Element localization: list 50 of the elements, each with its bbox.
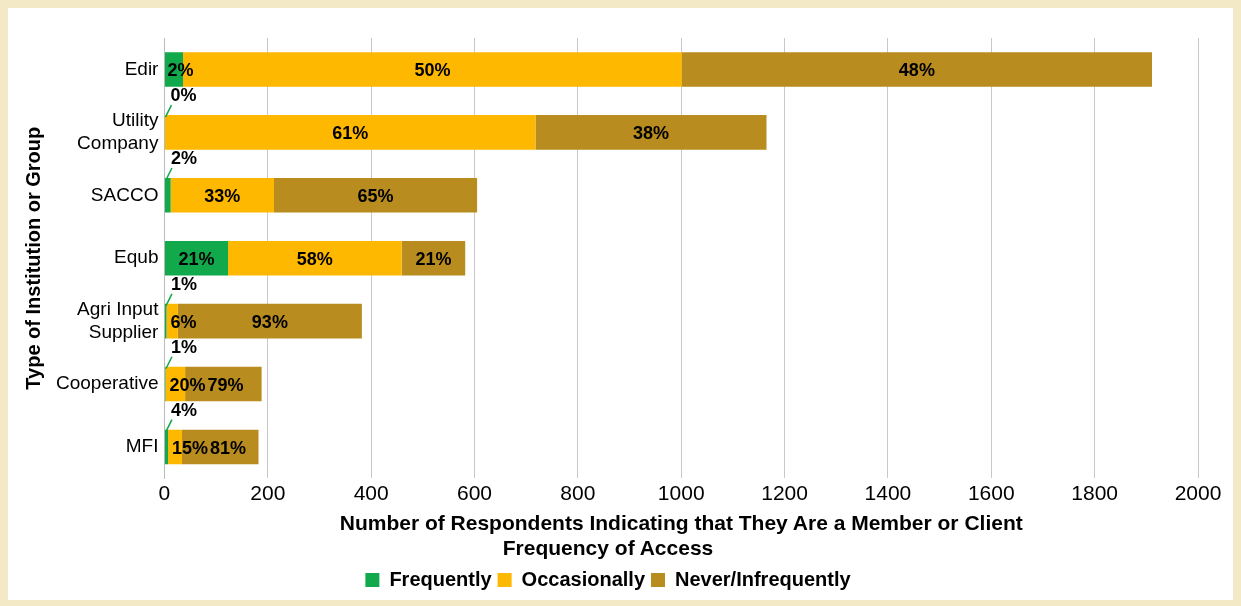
x-tick-label: 1000 — [657, 480, 705, 504]
annotation: 79% — [207, 375, 244, 395]
annotation: 4% — [170, 399, 197, 420]
annotation: 81% — [210, 437, 247, 458]
bar — [170, 177, 275, 213]
annotation: 0% — [170, 85, 197, 106]
bar — [535, 115, 767, 150]
annotation: 33% — [204, 186, 241, 207]
x-axis-title: Number of Respondents Indicating that They Are a Member or Client — [339, 511, 1023, 534]
annotation: 15% — [172, 437, 209, 458]
x-tick-label: 800 — [560, 480, 596, 504]
annotation: 58% — [296, 249, 333, 270]
y-axis-title: Type of Institution or Group — [21, 126, 44, 390]
bar — [681, 52, 1153, 87]
legend-label: Frequently — [389, 567, 493, 590]
x-tick-label: 600 — [456, 480, 493, 504]
x-tick-label: 1200 — [761, 480, 808, 504]
y-tick-label: Edir — [124, 57, 160, 79]
annotation: 61% — [332, 123, 369, 144]
x-tick-label: 1800 — [1071, 480, 1118, 504]
y-tick-label: Utility Company — [77, 109, 159, 154]
legend-title: Frequency of Access — [502, 536, 714, 560]
y-tick-label: Equb — [114, 246, 159, 268]
legend-label: Occasionally — [521, 567, 646, 590]
bar — [274, 177, 478, 213]
annotation: 21% — [415, 249, 452, 270]
annotation: 38% — [632, 123, 670, 144]
x-tick-label: 0 — [158, 480, 171, 504]
annotation: 65% — [357, 186, 394, 207]
annotation: 93% — [251, 312, 288, 333]
annotation: 6% — [170, 312, 197, 333]
y-tick-label: SACCO — [90, 183, 159, 205]
annotation: 21% — [178, 249, 215, 270]
bar — [164, 115, 536, 150]
bar — [228, 240, 402, 276]
legend-label: Never/Infrequently — [675, 567, 852, 590]
x-tick-label: 1600 — [967, 480, 1015, 504]
annotation: 1% — [170, 336, 197, 357]
x-tick-label: 200 — [250, 480, 286, 504]
annotation: 2% — [170, 147, 197, 168]
x-tick-label: 1400 — [864, 480, 912, 504]
x-tick-label: 2000 — [1174, 480, 1222, 504]
annotation: 48% — [898, 60, 935, 81]
annotation: 50% — [414, 60, 451, 81]
y-tick-label: Agri Input Supplier — [77, 297, 160, 342]
annotation: 1% — [170, 273, 197, 294]
y-tick-label: Cooperative — [56, 372, 159, 394]
annotation: 20% — [169, 375, 206, 395]
y-tick-label: MFI — [125, 435, 159, 457]
x-tick-label: 400 — [353, 480, 389, 504]
